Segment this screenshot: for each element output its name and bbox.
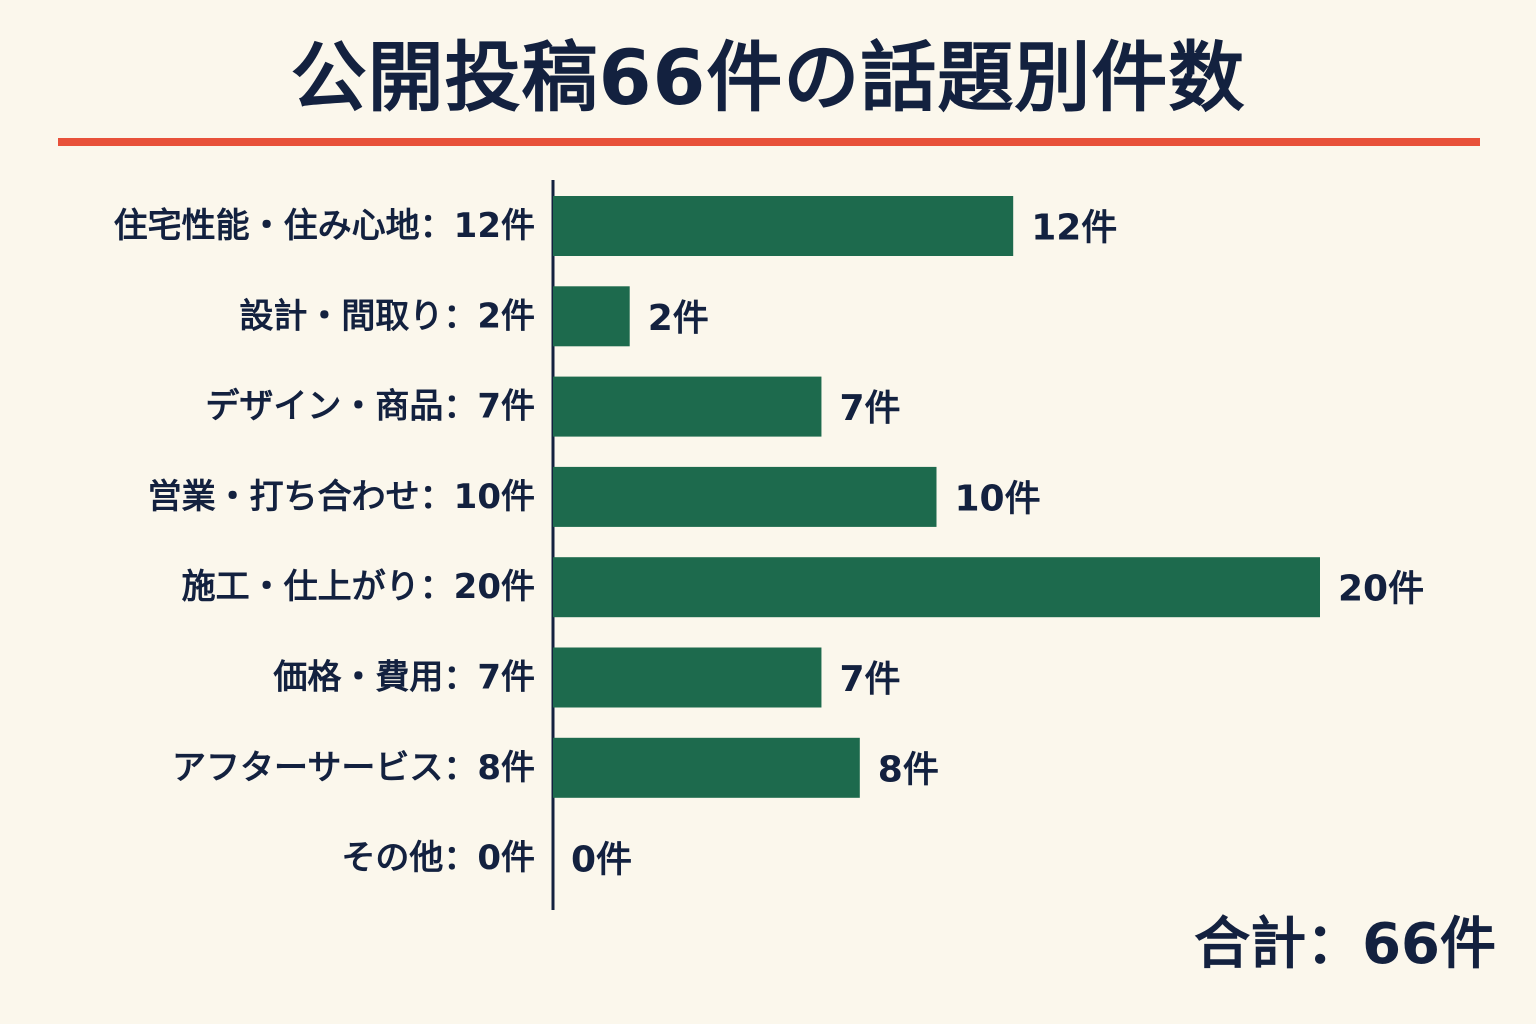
- category-label: デザイン・商品：7件: [205, 387, 535, 427]
- total-label: 合計：66件: [1194, 912, 1496, 977]
- value-label: 12件: [1031, 208, 1117, 249]
- category-label: 設計・間取り：2件: [239, 296, 535, 336]
- bar: [553, 557, 1320, 618]
- value-label: 8件: [878, 749, 939, 790]
- category-label: 価格・費用：7件: [272, 658, 535, 698]
- value-label: 10件: [955, 478, 1041, 519]
- bar: [553, 376, 822, 437]
- category-label: その他：0件: [341, 838, 535, 878]
- bar: [553, 466, 937, 527]
- value-label: 7件: [839, 659, 900, 700]
- chart-title: 公開投稿66件の話題別件数: [290, 33, 1246, 122]
- category-label: 営業・打ち合わせ：10件: [148, 477, 535, 517]
- category-label: 住宅性能・住み心地：12件: [114, 206, 535, 246]
- bar: [553, 737, 860, 798]
- value-label: 7件: [839, 388, 900, 429]
- bar: [553, 196, 1014, 256]
- category-label: アフターサービス：8件: [172, 748, 535, 788]
- value-label: 0件: [571, 840, 632, 881]
- category-label: 施工・仕上がり：20件: [182, 567, 535, 607]
- bar: [553, 286, 630, 347]
- value-label: 20件: [1338, 569, 1424, 610]
- title-underline: [58, 138, 1480, 146]
- value-label: 2件: [648, 298, 709, 339]
- bar: [553, 647, 822, 708]
